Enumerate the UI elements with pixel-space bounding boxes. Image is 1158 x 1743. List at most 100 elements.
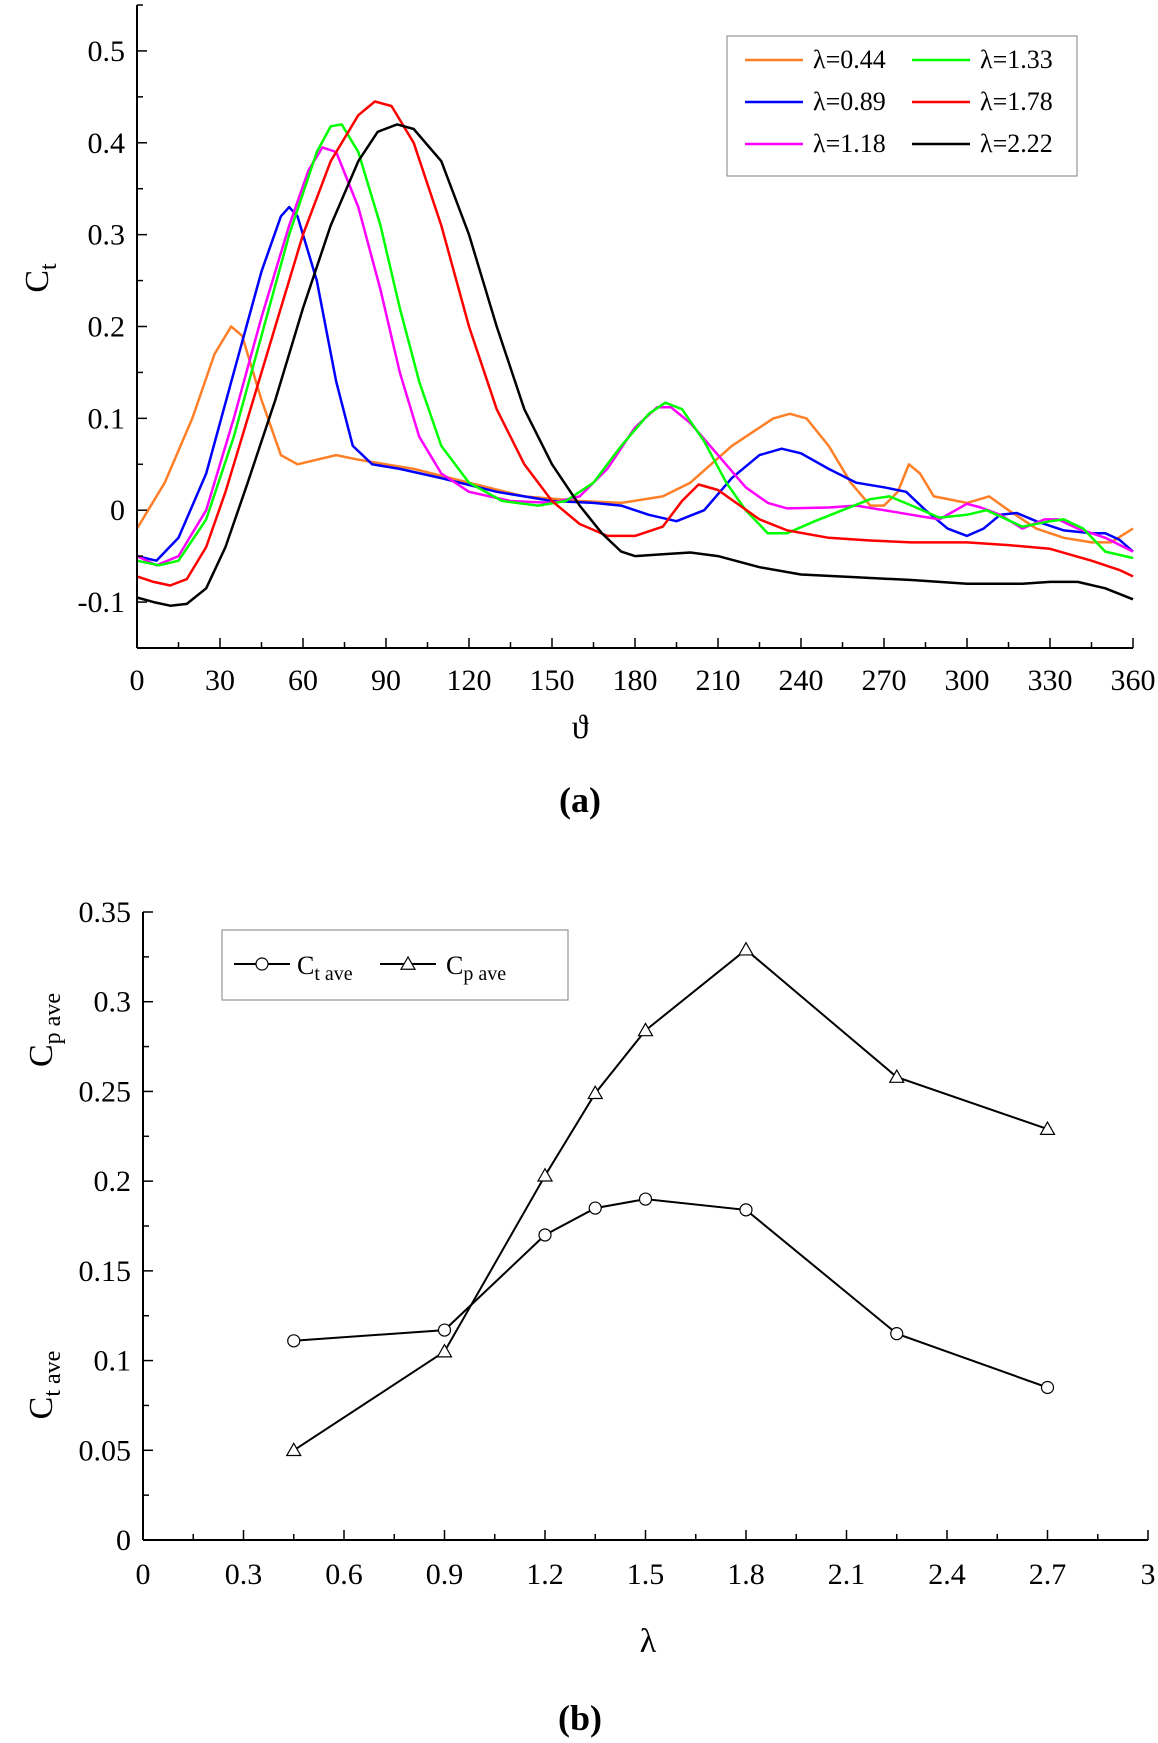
panel-b-y-tick-label: 0.2 [94, 1165, 132, 1198]
panel-b-x-tick-label: 0 [136, 1558, 151, 1591]
panel-b-y-tick-label: 0.15 [79, 1255, 132, 1288]
panel-a-x-tick-label: 150 [530, 664, 575, 697]
panel-b-point-triangle [587, 1085, 604, 1100]
panel-b-legend-label-sub: p ave [463, 963, 506, 985]
panel-b-legend-label-sub: t ave [314, 963, 352, 985]
panel-b-ylabel-top: Cp ave [23, 993, 66, 1067]
panel-b-y-tick-label: 0.25 [79, 1075, 132, 1108]
panel-a-series-line-4 [136, 100, 1134, 587]
panel-b-y-tick-label: 0.1 [94, 1345, 132, 1378]
panel-a-legend-label: λ=1.18 [813, 129, 886, 158]
panel-b-x-tick-label: 1.2 [526, 1558, 564, 1591]
panel-b-series-line-circle [293, 1198, 1048, 1389]
panel-b-x-tick-label: 0.9 [426, 1558, 464, 1591]
panel-a-x-tick-label: 330 [1028, 664, 1073, 697]
panel-b-legend-label: Ct ave [297, 951, 353, 985]
panel-a-x-tick-label: 240 [779, 664, 824, 697]
panel-b-legend-entries: Ct ave Cp ave [234, 951, 506, 985]
panel-a-x-tick-label: 120 [447, 664, 492, 697]
panel-a-x-tick-label: 360 [1111, 664, 1156, 697]
panel-b-point-circle [890, 1327, 904, 1341]
panel-a-legend-label: λ=1.78 [980, 87, 1053, 116]
panel-b-point-circle [638, 1192, 653, 1206]
panel-a-legend-entries: λ=0.44 λ=0.89 λ=1.18 λ=1.33 λ=1.78 λ=2.22 [745, 45, 1053, 158]
panel-b-legend: Ct ave Cp ave [221, 929, 569, 1001]
panel-b-point-circle [437, 1323, 452, 1337]
panel-a-series-line-5 [136, 123, 1134, 607]
panel-b-legend-marker-triangle [399, 955, 417, 970]
panel-b-point-triangle [637, 1022, 654, 1037]
panel-a-series-line-1 [136, 205, 1134, 562]
panel-b-x-tick-label: 2.1 [828, 1558, 866, 1591]
panel-b-point-triangle [436, 1343, 453, 1358]
panel-a-x-tick-label: 30 [205, 664, 235, 697]
panel-a-series-line-0 [135, 325, 1134, 544]
panel-b-ylabel-bottom-main: C [23, 1397, 60, 1420]
panel-a-x-tick-label: 60 [288, 664, 318, 697]
panel-a-y-tick-label: 0 [110, 494, 125, 527]
panel-a-legend-label: λ=0.89 [813, 87, 886, 116]
panel-b-point-circle [739, 1203, 753, 1217]
panel-a-y-tick-label: 0.5 [88, 35, 126, 68]
panel-b-x-tick-label: 1.5 [627, 1558, 665, 1591]
panel-b-x-tick-label: 2.4 [928, 1558, 966, 1591]
panel-a-ylabel-sub: t [36, 263, 62, 270]
panel-a-chart: -0.1 0 0.1 0.2 0.3 0.4 0.5 0 30 60 90 120 150 180 210 2… [19, 4, 1156, 820]
panel-b-ylabel-bottom-sub: t ave [40, 1351, 66, 1397]
panel-a-legend-label: λ=1.33 [980, 45, 1053, 74]
panel-a-x-tick-label: 210 [696, 664, 741, 697]
panel-b-legend-marker-circle [255, 957, 269, 971]
panel-b-label: (b) [558, 1698, 602, 1738]
panel-b-ylabel-bottom: Ct ave [23, 1351, 66, 1420]
panel-b-y-tick-label: 0.3 [94, 986, 132, 1019]
panel-b-y-tick-label: 0.05 [79, 1434, 132, 1467]
panel-b-y-tick-label: 0.35 [79, 896, 132, 929]
panel-b-point-triangle [285, 1442, 302, 1457]
panel-a-x-tick-label: 300 [945, 664, 990, 697]
panel-b-series-line-triangle [293, 948, 1048, 1452]
panel-a-y-tick-label: 0.3 [88, 219, 126, 252]
panel-b-point-circle [287, 1334, 301, 1348]
panel-b-axes: 0 0.05 0.1 0.15 0.2 0.25 0.3 0.35 0 0.3 0.6 0.9 1.2 1… [79, 896, 1156, 1591]
panel-a-ylabel-main: C [19, 270, 56, 293]
panel-a-y-tick-label: 0.4 [88, 127, 126, 160]
panel-a-series-group [135, 100, 1134, 607]
panel-b-ylabel-top-sub: p ave [40, 993, 66, 1044]
panel-b-x-tick-label: 0.3 [225, 1558, 263, 1591]
panel-b-series-group [285, 941, 1056, 1457]
panel-a-xlabel: ϑ [572, 709, 589, 746]
panel-a-label: (a) [559, 780, 601, 820]
panel-a-legend-label: λ=0.44 [813, 45, 886, 74]
panel-b-legend-label-main: C [297, 951, 314, 980]
panel-a-x-tick-label: 270 [862, 664, 907, 697]
panel-a-ylabel: Ct [19, 263, 62, 293]
panel-a-x-tick-label: 90 [371, 664, 401, 697]
panel-a-series-line-3 [136, 123, 1134, 567]
panel-b-legend-label-main: C [446, 951, 463, 980]
panel-a-x-tick-label: 180 [613, 664, 658, 697]
panel-b-x-tick-label: 2.7 [1029, 1558, 1067, 1591]
panel-a-legend: λ=0.44 λ=0.89 λ=1.18 λ=1.33 λ=1.78 λ=2.22 [726, 35, 1078, 177]
panel-b-y-tick-label: 0 [116, 1524, 131, 1557]
panel-a-y-tick-label: 0.2 [88, 311, 126, 344]
panel-b-x-tick-label: 1.8 [727, 1558, 765, 1591]
panel-b-point-triangle [737, 941, 755, 956]
panel-a-y-tick-label: -0.1 [78, 586, 126, 619]
panel-b-point-triangle [888, 1068, 905, 1083]
panel-b-ylabel-top-main: C [23, 1044, 60, 1067]
panel-b-x-tick-label: 3 [1141, 1558, 1156, 1591]
panel-a-axes: -0.1 0 0.1 0.2 0.3 0.4 0.5 0 30 60 90 120 150 180 210 2… [78, 4, 1156, 697]
panel-b-x-tick-label: 0.6 [325, 1558, 363, 1591]
panel-a-legend-label: λ=2.22 [980, 129, 1053, 158]
panel-b-legend-label: Cp ave [446, 951, 506, 985]
panel-b-chart: 0 0.05 0.1 0.15 0.2 0.25 0.3 0.35 0 0.3 0.6 0.9 1.2 1… [23, 896, 1156, 1738]
panel-b-point-circle [538, 1228, 552, 1242]
panel-b-point-circle [588, 1201, 602, 1215]
panel-b-xlabel: λ [640, 1623, 657, 1660]
panel-b-point-circle [1040, 1380, 1055, 1395]
panel-b-point-triangle [536, 1167, 554, 1182]
panel-a-y-tick-label: 0.1 [88, 402, 126, 435]
panel-b-point-triangle [1039, 1120, 1056, 1135]
panel-a-x-tick-label: 0 [130, 664, 145, 697]
